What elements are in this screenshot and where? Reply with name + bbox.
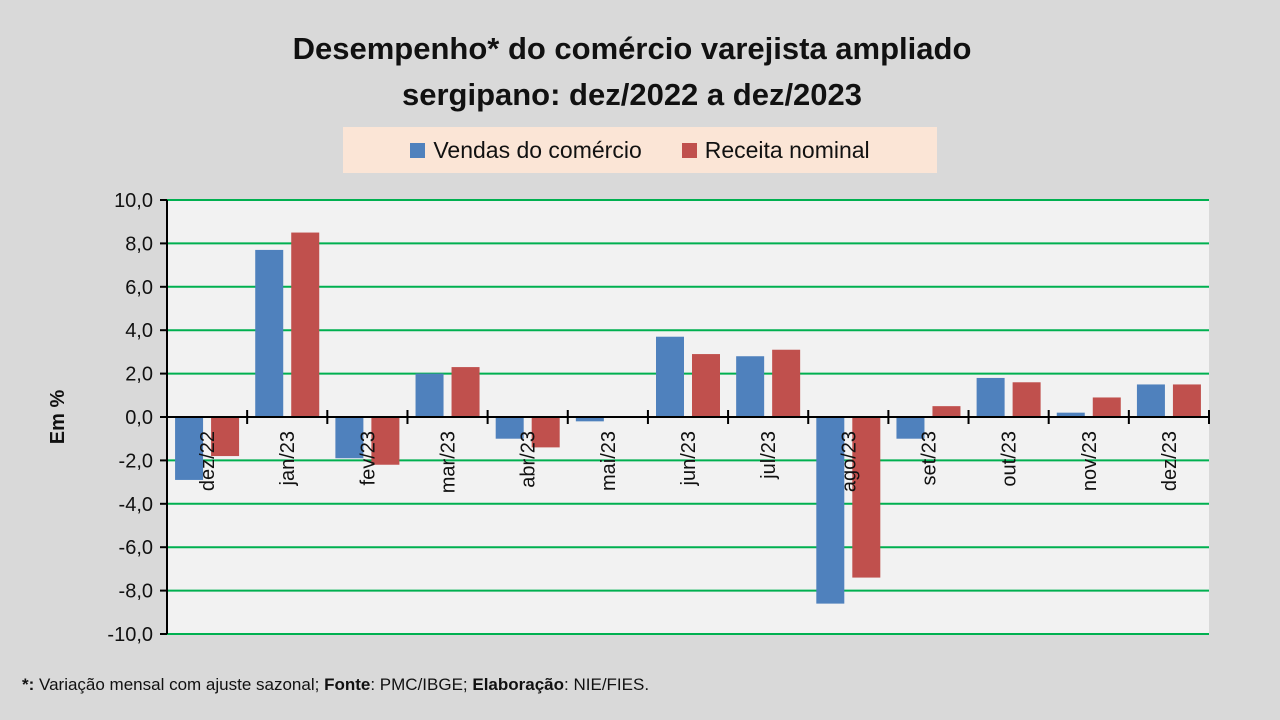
y-tick-label: -10,0 [107,624,153,646]
bar-vendas-jul-23 [736,356,765,417]
x-tick-label: set/23 [918,431,940,485]
chart-title-line-2: sergipano: dez/2022 a dez/2023 [401,77,863,112]
x-tick-label: ago/23 [838,431,860,492]
x-tick-label: out/23 [999,431,1021,487]
bar-vendas-jun-23 [656,336,684,417]
footnote-asterisk-label: *: [22,675,35,694]
bar-receita-dez-22 [211,417,240,457]
x-tick-label: mar/23 [438,431,460,493]
x-tick-label: jan/23 [277,431,299,487]
bar-vendas-out-23 [976,377,1005,417]
footnote: *: Variação mensal com ajuste sazonal; F… [22,675,649,695]
legend: Vendas do comércio Receita nominal [343,127,937,173]
x-tick-label: dez/23 [1159,431,1181,491]
y-tick-label: -2,0 [119,450,153,472]
bars [175,232,1201,604]
y-tick-label: -6,0 [119,537,153,559]
bar-receita-nov-23 [1092,397,1121,417]
gridlines [167,199,1209,635]
bar-vendas-nov-23 [1056,412,1085,417]
x-tick-label: mai/23 [598,431,620,491]
bar-receita-fev-23 [371,417,400,465]
bar-receita-out-23 [1012,382,1041,417]
y-tick-label: 10,0 [114,190,153,212]
x-tick-label: jul/23 [758,431,780,480]
bar-vendas-mar-23 [415,373,444,417]
bar-vendas-ago-23 [816,417,845,604]
chart-title: Desempenho* do comércio varejista amplia… [0,26,1264,118]
y-tick-label: 8,0 [125,233,153,255]
y-tick-label: 6,0 [125,277,153,299]
axes [160,199,1210,635]
x-tick-label: dez/22 [197,431,219,491]
legend-swatch-vendas [410,142,426,158]
footnote-asterisk-text: Variação mensal com ajuste sazonal; [34,675,325,694]
x-tick-label: jun/23 [678,431,700,487]
bar-receita-jun-23 [692,354,720,417]
y-tick-label: -4,0 [119,494,153,516]
bar-receita-jan-23 [291,232,320,417]
x-tick-label: abr/23 [518,431,540,488]
legend-label-vendas: Vendas do comércio [433,136,642,163]
legend-swatch-receita [681,142,697,158]
legend-label-receita: Receita nominal [704,136,870,163]
bar-vendas-abr-23 [495,417,524,439]
footnote-credit-label: Elaboração [472,675,565,694]
bar-receita-abr-23 [531,417,560,448]
y-tick-label: 0,0 [125,407,153,429]
bar-receita-set-23 [932,406,961,417]
chart-title-line-1: Desempenho* do comércio varejista amplia… [292,31,972,66]
legend-item-receita: Receita nominal [681,136,870,164]
bar-receita-mar-23 [451,367,480,417]
bar-receita-jul-23 [772,349,801,417]
bar-vendas-dez-23 [1136,384,1165,417]
y-tick-labels: 10,0 8,0 6,0 4,0 2,0 0,0 -2,0 -4,0 -6,0 -8,0 -10,0 [107,190,153,646]
y-tick-label: 4,0 [125,320,153,342]
bar-vendas-dez-22 [175,417,204,480]
y-tick-label: 2,0 [125,364,153,386]
bar-vendas-jan-23 [255,249,284,417]
bar-vendas-mai-23 [575,417,604,422]
chart-area: 10,0 8,0 6,0 4,0 2,0 0,0 -2,0 -4,0 -6,0 -8,0 -10,0… [47,190,1210,646]
x-tick-label: fev/23 [357,431,379,485]
bar-vendas-set-23 [896,417,925,439]
footnote-source-text: : PMC/IBGE; [370,675,473,694]
x-tick-label: nov/23 [1079,431,1101,491]
bar-receita-dez-23 [1172,384,1201,417]
x-tick-labels: dez/22 jan/23 fev/23 mar/23 abr/23 mai/23 jun/… [197,431,1181,493]
footnote-credit-text: : NIE/FIES. [564,675,650,694]
bar-vendas-fev-23 [335,417,364,459]
bar-receita-ago-23 [852,417,881,578]
y-axis-label: Em % [47,390,69,445]
footnote-source-label: Fonte [324,675,371,694]
legend-item-vendas: Vendas do comércio [410,136,642,164]
y-tick-label: -8,0 [119,581,153,603]
